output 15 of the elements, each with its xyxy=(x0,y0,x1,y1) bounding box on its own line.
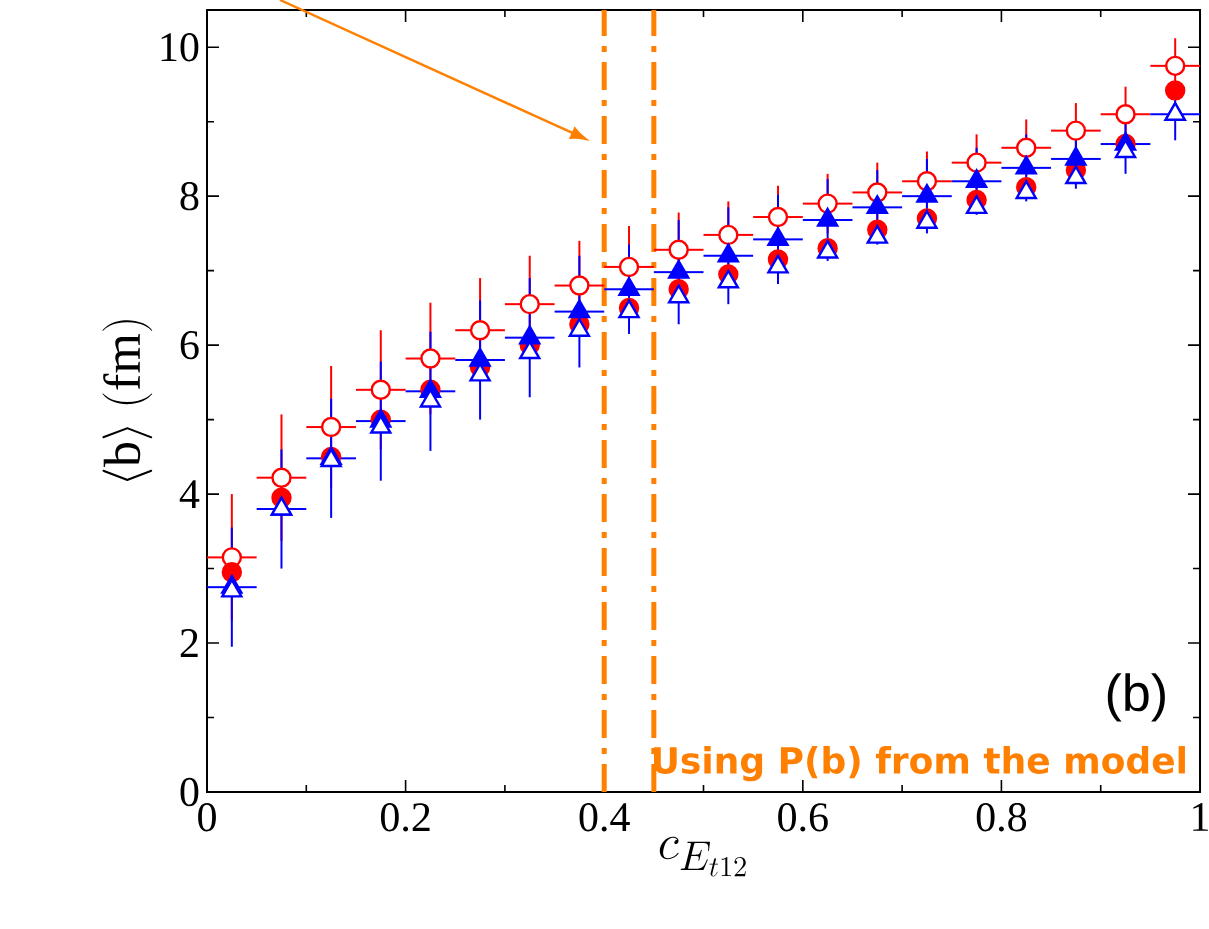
x-tick-label: 0.4 xyxy=(579,803,630,832)
x-tick-label: 0.6 xyxy=(778,803,828,832)
y-axis-title: $\langle \mathrm{b}\rangle\ (\mathrm{fm})$ xyxy=(102,320,153,481)
x-tick-label: 0.8 xyxy=(976,803,1027,832)
annotation: (b) xyxy=(1107,673,1165,722)
y-tick-label: 0 xyxy=(180,777,199,807)
y-tick-label: 8 xyxy=(180,182,199,211)
x-axis-title: $c_{E_{t12}}$ xyxy=(659,836,746,877)
x-tick-label: 0.2 xyxy=(380,803,430,832)
y-tick-label: 6 xyxy=(180,331,199,360)
y-tick-label: 4 xyxy=(179,480,200,508)
annotation: Using P(b) from the model xyxy=(653,746,1185,782)
x-tick-label: 1 xyxy=(1193,803,1208,831)
y-tick-label: 2 xyxy=(180,629,198,657)
y-tick-label: 10 xyxy=(161,33,199,62)
